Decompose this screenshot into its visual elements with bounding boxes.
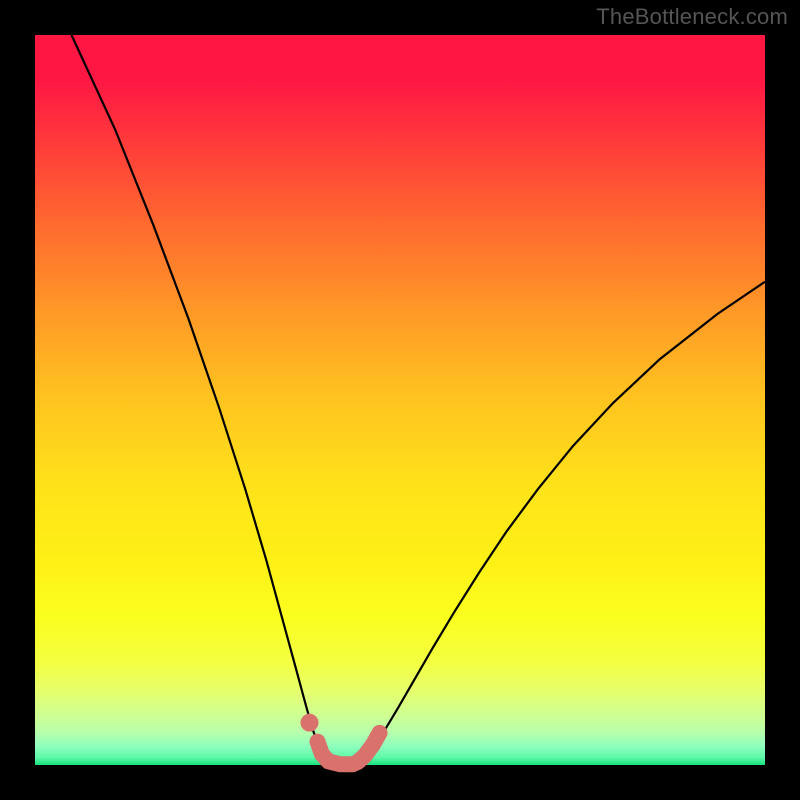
chart-svg — [0, 0, 800, 800]
plot-area — [35, 35, 765, 765]
marker-overlay-dot — [300, 714, 318, 732]
bottleneck-chart: TheBottleneck.com — [0, 0, 800, 800]
watermark-text: TheBottleneck.com — [596, 4, 788, 30]
